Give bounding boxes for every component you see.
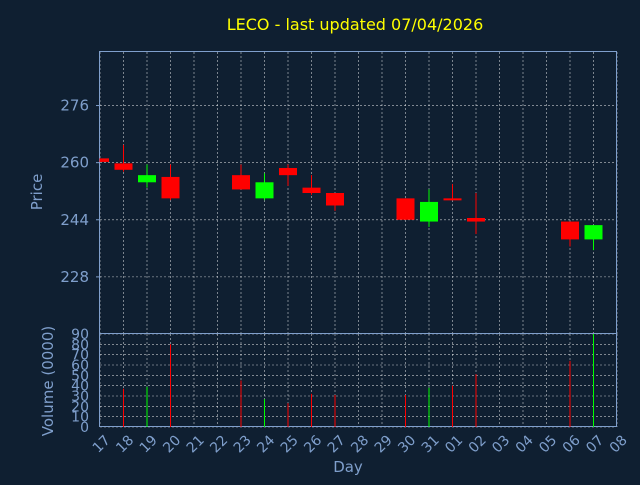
price-tick-label: 244 [60,211,89,229]
day-tick-label: 21 [184,432,208,456]
volume-axis-label: Volume (0000) [39,326,57,436]
candle-24 [255,173,274,201]
candle-26 [302,175,321,195]
day-tick-label: 17 [90,432,114,456]
chart-title: LECO - last updated 07/04/2026 [227,15,484,34]
candle-body [279,168,297,176]
candle-31 [420,189,438,227]
volume-tick-label: 40 [71,379,89,395]
candle-20 [161,164,180,201]
candle-01 [443,184,462,201]
price-tick-label: 260 [60,154,89,172]
day-tick-label: 29 [372,432,396,456]
volume-tick-label: 80 [71,337,89,353]
volume-tick-label: 50 [71,368,89,384]
volume-grid [99,333,618,428]
price-tick-label: 276 [60,97,89,115]
candle-27 [326,193,344,211]
day-tick-label: 20 [160,432,184,456]
volume-bars [123,334,594,427]
candle-body [255,182,274,199]
day-axis-label: Day [333,458,363,476]
price-candles [99,144,603,251]
candle-30 [396,198,415,220]
day-tick-label: 02 [466,432,490,456]
day-tick-label: 22 [207,432,231,456]
candle-body [100,158,109,162]
day-tick-label: 19 [137,432,161,456]
volume-tick-label: 20 [71,399,89,415]
price-tick-label: 228 [60,268,89,286]
candle-body [114,163,133,170]
day-tick-label: 03 [489,432,513,456]
candle-25 [279,164,297,186]
candle-23 [232,164,250,190]
volume-tick-label: 10 [71,410,89,426]
volume-tick-label: 70 [71,348,89,364]
day-tick-label: 27 [325,432,349,456]
candle-body [326,193,344,206]
candle-06 [561,221,579,247]
day-tick-label: 23 [231,432,255,456]
price-axis-ticks: 228 244 260 276 [60,97,100,286]
candle-body [138,175,156,183]
candle-02 [467,193,485,235]
candle-18 [114,144,133,172]
day-tick-label: 05 [536,432,560,456]
candle-body [561,221,579,240]
day-tick-label: 28 [348,432,372,456]
day-tick-label: 30 [395,432,419,456]
day-tick-label: 07 [583,432,607,456]
volume-panel-frame [99,333,617,427]
price-axis-label: Price [28,174,46,211]
day-tick-label: 01 [442,432,466,456]
candle-07 [584,225,603,251]
candle-17 [99,158,109,162]
day-tick-label: 08 [607,432,631,456]
candle-body [302,187,321,193]
day-tick-label: 31 [419,432,443,456]
candle-body [584,225,603,240]
volume-tick-label: 60 [71,358,89,374]
candle-body [396,198,415,220]
candle-body [443,198,462,201]
day-tick-label: 26 [301,432,325,456]
day-axis-ticks: 17 18 19 20 21 22 23 24 25 26 27 28 29 30 31 01 02 03 04 05… [90,432,631,456]
day-tick-label: 04 [513,432,537,456]
volume-tick-label: 30 [71,389,89,405]
day-tick-label: 18 [113,432,137,456]
candle-body [232,175,250,190]
day-tick-label: 24 [254,432,278,456]
candle-body [420,201,438,222]
day-tick-label: 25 [278,432,302,456]
candle-19 [138,164,156,188]
candle-body [161,176,180,199]
volume-tick-label: 90 [71,327,89,343]
candle-body [467,217,485,222]
volume-tick-label: 0 [80,420,89,436]
day-tick-label: 06 [560,432,584,456]
